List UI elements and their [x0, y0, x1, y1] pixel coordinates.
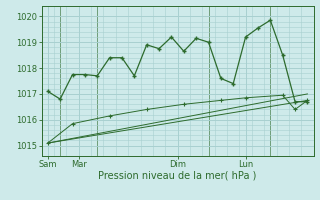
X-axis label: Pression niveau de la mer( hPa ): Pression niveau de la mer( hPa )	[99, 171, 257, 181]
